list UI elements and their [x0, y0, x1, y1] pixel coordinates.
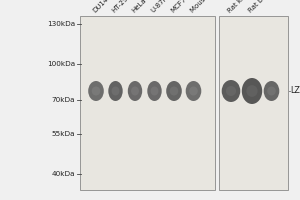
Ellipse shape	[151, 86, 158, 95]
Text: MCF7: MCF7	[170, 0, 188, 14]
Ellipse shape	[166, 81, 182, 101]
Ellipse shape	[128, 81, 142, 101]
Text: HT-29: HT-29	[111, 0, 130, 14]
Text: 40kDa: 40kDa	[52, 171, 75, 177]
Ellipse shape	[92, 86, 100, 95]
Text: 55kDa: 55kDa	[52, 131, 75, 137]
Ellipse shape	[226, 86, 236, 96]
Ellipse shape	[112, 86, 119, 95]
Bar	[80, 16, 214, 190]
Ellipse shape	[131, 86, 139, 95]
Ellipse shape	[189, 86, 198, 95]
Text: 130kDa: 130kDa	[47, 21, 75, 27]
Text: Mouse brain: Mouse brain	[189, 0, 224, 14]
Ellipse shape	[242, 78, 262, 104]
Bar	[219, 16, 288, 190]
Text: Rat kidney: Rat kidney	[227, 0, 257, 14]
Text: U-87MG: U-87MG	[150, 0, 174, 14]
Ellipse shape	[267, 86, 276, 95]
Ellipse shape	[264, 81, 279, 101]
Text: DU145: DU145	[92, 0, 113, 14]
Text: 100kDa: 100kDa	[47, 61, 75, 67]
Ellipse shape	[88, 81, 104, 101]
Text: Rat brain: Rat brain	[248, 0, 274, 14]
Ellipse shape	[147, 81, 162, 101]
Ellipse shape	[108, 81, 123, 101]
Ellipse shape	[246, 85, 258, 97]
Ellipse shape	[186, 81, 201, 101]
Text: HeLa: HeLa	[131, 0, 148, 14]
Text: LZTS2: LZTS2	[290, 86, 300, 95]
Text: 70kDa: 70kDa	[52, 97, 75, 103]
Ellipse shape	[222, 80, 240, 102]
Ellipse shape	[170, 86, 178, 95]
